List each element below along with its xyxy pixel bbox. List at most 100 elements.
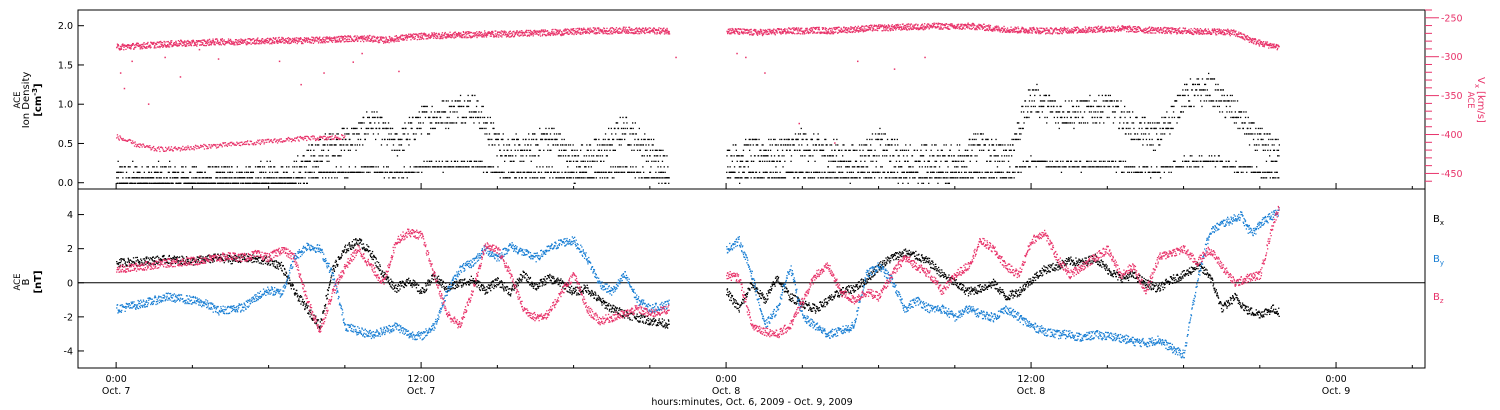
density-point <box>354 127 356 130</box>
density-point <box>135 177 138 179</box>
density-point <box>475 111 477 113</box>
vx-point <box>296 39 298 42</box>
vx-point <box>349 40 351 42</box>
density-point <box>957 171 960 173</box>
density-point <box>428 166 430 168</box>
density-point <box>604 171 607 173</box>
vx-point <box>331 39 333 41</box>
vx-point <box>445 37 447 39</box>
density-point <box>665 182 667 184</box>
density-point <box>1015 133 1017 135</box>
density-point <box>484 122 487 124</box>
density-point <box>320 155 322 157</box>
density-point <box>891 138 894 141</box>
density-point <box>367 116 369 119</box>
density-point <box>547 171 549 173</box>
density-point <box>1272 177 1274 179</box>
vx-point <box>329 37 331 40</box>
density-point <box>409 138 411 141</box>
density-point <box>315 160 317 162</box>
vx-point <box>198 40 200 42</box>
density-point <box>193 177 195 179</box>
vx-point <box>142 43 144 45</box>
density-point <box>1067 160 1069 162</box>
density-point <box>1062 111 1064 113</box>
density-point <box>1257 127 1260 130</box>
density-point <box>878 133 881 135</box>
density-point <box>588 177 590 179</box>
density-point <box>928 182 930 184</box>
density-point <box>728 149 730 151</box>
density-point <box>313 160 315 162</box>
density-point <box>653 177 655 179</box>
density-point <box>954 177 957 179</box>
density-point <box>788 138 790 141</box>
density-point <box>930 171 932 173</box>
density-point <box>889 160 891 162</box>
density-point <box>354 171 356 173</box>
density-point <box>1023 111 1025 113</box>
vx-point <box>255 41 258 43</box>
density-point <box>492 122 495 124</box>
density-point <box>838 171 840 173</box>
density-point <box>389 171 391 173</box>
density-point <box>535 144 537 146</box>
vx-point <box>199 44 201 46</box>
vx-point <box>356 35 358 37</box>
density-point <box>458 166 460 168</box>
density-point <box>283 177 286 179</box>
density-point <box>385 171 387 173</box>
density-point <box>288 166 290 168</box>
vx-point <box>329 36 331 38</box>
density-point <box>838 149 840 151</box>
vx-point <box>150 41 152 43</box>
density-point <box>755 171 757 173</box>
density-point <box>367 127 370 130</box>
density-point <box>1003 155 1006 157</box>
density-point <box>878 155 880 157</box>
vx-point <box>444 36 447 38</box>
vx-point <box>367 40 369 42</box>
density-point <box>1021 166 1023 168</box>
density-point <box>229 177 231 179</box>
density-point <box>1003 149 1005 151</box>
vx-point <box>170 40 172 42</box>
density-point <box>1094 166 1096 168</box>
density-point <box>571 171 573 173</box>
vx-point <box>354 35 356 37</box>
density-point <box>373 111 375 113</box>
density-point <box>775 166 777 168</box>
density-point <box>295 182 297 184</box>
density-point <box>471 166 473 168</box>
density-point <box>755 144 757 146</box>
density-point <box>447 122 449 124</box>
density-point <box>770 138 772 141</box>
density-point <box>788 171 790 173</box>
density-point <box>1111 111 1114 113</box>
density-point <box>528 149 531 151</box>
density-point <box>970 155 972 157</box>
density-point <box>1022 105 1024 108</box>
vx-point <box>420 32 423 34</box>
density-point <box>1271 171 1273 173</box>
vx-point <box>220 44 222 46</box>
density-point <box>638 144 640 146</box>
density-point <box>667 166 669 168</box>
density-point <box>455 100 457 102</box>
density-point <box>1048 94 1051 97</box>
density-point <box>824 171 826 173</box>
density-point <box>796 171 798 173</box>
vx-point <box>337 35 340 38</box>
vx-point <box>233 43 235 45</box>
vx-point <box>260 40 262 42</box>
density-point <box>298 177 300 179</box>
density-point <box>1002 177 1005 179</box>
density-point <box>1096 116 1099 119</box>
density-point <box>198 182 200 184</box>
density-point <box>604 177 606 179</box>
vx-point <box>152 43 154 45</box>
density-point <box>407 122 410 124</box>
density-point <box>1231 111 1233 113</box>
density-point <box>640 138 643 141</box>
vx-point <box>150 46 152 48</box>
